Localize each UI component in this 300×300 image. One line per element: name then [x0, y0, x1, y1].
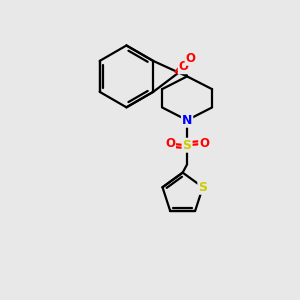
Text: S: S [198, 181, 207, 194]
Text: S: S [183, 139, 192, 152]
Text: O: O [179, 60, 189, 73]
Text: N: N [182, 114, 192, 127]
Text: O: O [186, 52, 196, 65]
Text: O: O [165, 137, 175, 150]
Text: O: O [199, 137, 209, 150]
